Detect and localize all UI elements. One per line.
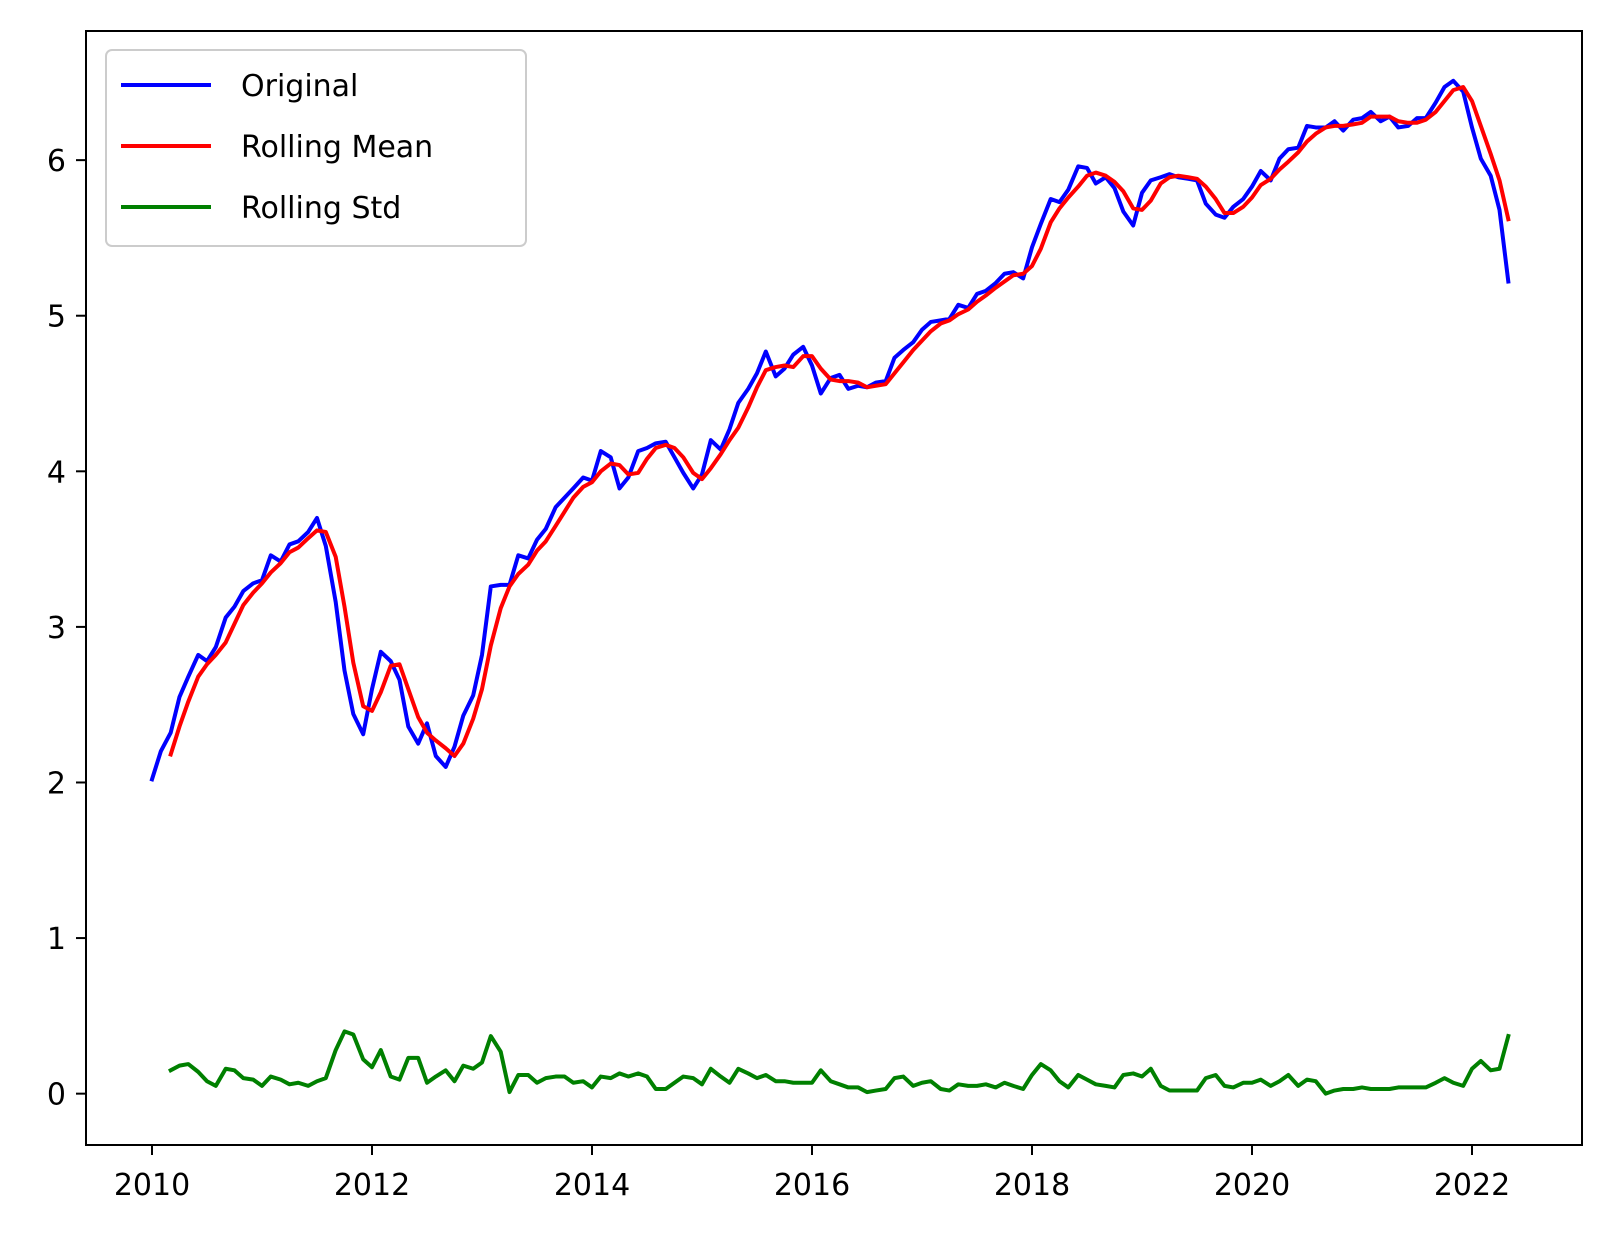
y-tick-label: 1 bbox=[47, 922, 66, 957]
y-tick-label: 6 bbox=[47, 144, 66, 179]
x-axis-ticks: 2010 2012 2014 2016 2018 2020 2022 bbox=[114, 1145, 1510, 1203]
x-tick-label: 2010 bbox=[114, 1168, 190, 1203]
legend-label: Original bbox=[241, 69, 358, 104]
y-axis-ticks: 0 1 2 3 4 5 6 bbox=[47, 144, 86, 1113]
x-tick-label: 2016 bbox=[774, 1168, 850, 1203]
x-tick-label: 2018 bbox=[994, 1168, 1070, 1203]
legend-label: Rolling Mean bbox=[241, 130, 433, 165]
series-line-rolling-mean bbox=[168, 85, 1511, 759]
plot-frame bbox=[85, 30, 1583, 1146]
legend-box bbox=[105, 49, 527, 247]
y-tick-label: 5 bbox=[47, 300, 66, 335]
x-tick-label: 2022 bbox=[1434, 1168, 1510, 1203]
y-tick-label: 2 bbox=[47, 766, 66, 801]
series-layer bbox=[149, 78, 1511, 1096]
series-line-rolling-std bbox=[167, 1029, 1511, 1096]
x-tick-label: 2020 bbox=[1214, 1168, 1290, 1203]
legend-label: Rolling Std bbox=[241, 191, 401, 226]
x-tick-label: 2014 bbox=[554, 1168, 630, 1203]
y-tick-label: 0 bbox=[47, 1078, 66, 1113]
y-tick-label: 3 bbox=[47, 611, 66, 646]
legend: Original Rolling Mean Rolling Std bbox=[105, 49, 527, 247]
x-tick-label: 2012 bbox=[334, 1168, 410, 1203]
y-tick-label: 4 bbox=[47, 455, 66, 490]
